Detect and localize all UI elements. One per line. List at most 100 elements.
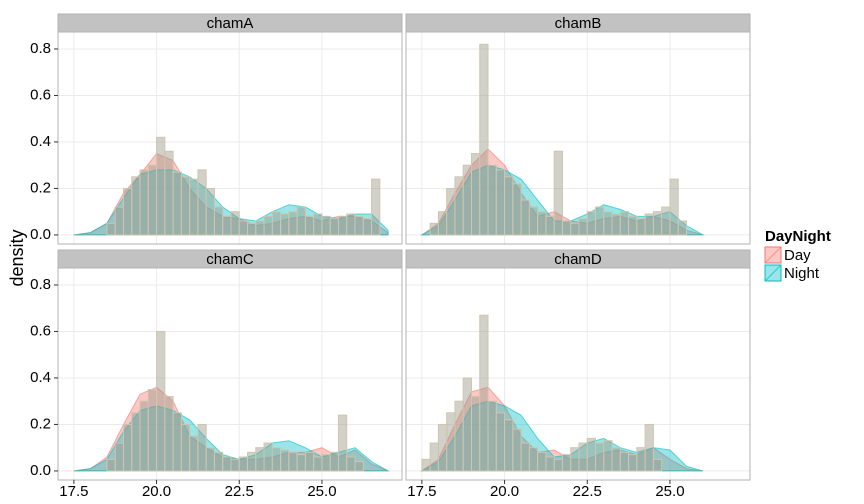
histogram-bar: [238, 220, 249, 236]
histogram-bar: [106, 222, 116, 236]
histogram-bar: [205, 187, 215, 236]
histogram-bar: [470, 153, 481, 236]
strip: [405, 13, 751, 33]
histogram-bar: [337, 215, 348, 236]
histogram-bar: [537, 211, 547, 236]
histogram-bar: [462, 377, 472, 472]
legend-label: Night: [784, 265, 820, 282]
histogram-bar: [230, 211, 240, 236]
histogram-bar: [429, 222, 439, 236]
strip: [57, 249, 403, 269]
panel: chamD: [405, 249, 751, 481]
y-tick-label: 0.0: [30, 226, 51, 243]
strip-label: chamD: [554, 251, 602, 268]
histogram-bar: [652, 211, 663, 236]
x-tick-label: 17.5: [59, 483, 88, 500]
histogram-bar: [495, 169, 506, 236]
histogram-bar: [114, 206, 124, 236]
x-tick-label: 17.5: [407, 483, 436, 500]
histogram-bar: [156, 330, 166, 472]
histogram-bar: [197, 423, 207, 472]
histogram-bar: [644, 423, 654, 472]
histogram-bar: [122, 187, 133, 236]
strip: [57, 13, 403, 33]
histogram-bar: [288, 451, 298, 472]
histogram-bar: [586, 437, 597, 472]
histogram-bar: [636, 218, 646, 236]
y-tick-label: 0.8: [30, 276, 51, 293]
histogram-bar: [429, 442, 439, 472]
histogram-bar: [296, 454, 306, 472]
histogram-bar: [205, 447, 215, 472]
histogram-bar: [677, 220, 687, 236]
histogram-bar: [578, 218, 588, 236]
histogram-bar: [247, 222, 257, 236]
histogram-bar: [131, 412, 141, 472]
histogram-bar: [479, 314, 489, 472]
histogram-bar: [122, 423, 133, 472]
histogram-bar: [329, 451, 339, 472]
legend-key-slash: [764, 246, 782, 264]
histogram-bar: [528, 206, 539, 236]
x-tick-label: 25.0: [655, 483, 684, 500]
histogram-bar: [561, 454, 572, 472]
histogram-bar: [106, 458, 116, 472]
histogram-bar: [611, 213, 621, 236]
histogram-bar: [586, 211, 597, 236]
histogram-bar: [619, 451, 630, 472]
histogram-bar: [147, 389, 158, 472]
histogram-bar: [619, 211, 630, 236]
panel: chamC: [57, 249, 403, 481]
histogram-bar: [628, 215, 638, 236]
histogram-bar: [164, 150, 174, 236]
histogram-bar: [652, 458, 663, 472]
strip-label: chamC: [206, 251, 254, 268]
histogram-bar: [180, 423, 191, 472]
histogram-bar: [553, 150, 563, 236]
histogram-bar: [222, 456, 232, 472]
histogram-bar: [271, 447, 282, 472]
y-tick-label: 0.4: [30, 133, 51, 150]
x-tick-label: 22.5: [573, 483, 602, 500]
histogram-bar: [553, 458, 563, 472]
histogram-bar: [280, 213, 290, 236]
histogram-bar: [479, 43, 489, 236]
histogram-bar: [147, 164, 158, 236]
x-tick-label: 25.0: [307, 483, 336, 500]
y-tick-label: 0.2: [30, 415, 51, 432]
histogram-bar: [329, 218, 339, 236]
histogram-bar: [371, 178, 381, 236]
histogram-bar: [561, 220, 572, 236]
histogram-bar: [255, 220, 265, 236]
panel: chamA: [57, 13, 403, 245]
histogram-bar: [313, 213, 323, 236]
histogram-bar: [570, 447, 580, 472]
histogram-bar: [222, 215, 232, 236]
histogram-bar: [139, 400, 149, 472]
histogram-bar: [570, 222, 580, 236]
histogram-bar: [213, 206, 224, 236]
strip-label: chamB: [555, 15, 602, 32]
histogram-bar: [139, 169, 149, 236]
histogram-bar: [189, 178, 199, 236]
histogram-bar: [446, 412, 456, 472]
histogram-bar: [156, 136, 166, 236]
histogram-bar: [337, 414, 348, 472]
legend-title: DayNight: [765, 228, 831, 245]
histogram-bar: [197, 169, 207, 236]
histogram-bar: [470, 396, 481, 472]
strip: [405, 249, 751, 269]
histogram-bar: [661, 206, 671, 236]
histogram-bar: [230, 458, 240, 472]
histogram-bar: [611, 447, 621, 472]
x-tick-label: 20.0: [490, 483, 519, 500]
histogram-bar: [421, 458, 431, 472]
histogram-bar: [628, 454, 638, 472]
histogram-bar: [321, 215, 331, 236]
histogram-bar: [172, 412, 182, 472]
histogram-bar: [545, 456, 555, 472]
histogram-bar: [213, 451, 224, 472]
histogram-bar: [354, 215, 364, 236]
y-tick-label: 0.6: [30, 86, 51, 103]
histogram-bar: [304, 215, 315, 236]
